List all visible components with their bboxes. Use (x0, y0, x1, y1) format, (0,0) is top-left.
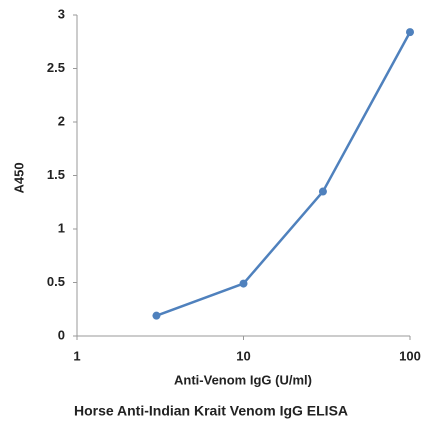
y-tick-label: 3 (58, 6, 65, 21)
y-tick-label: 1 (58, 220, 65, 235)
y-axis-label: A450 (11, 162, 26, 193)
y-tick-label: 2 (58, 113, 65, 128)
x-tick-label: 1 (73, 348, 80, 363)
y-tick-label: 1.5 (47, 167, 65, 182)
marker (239, 279, 248, 288)
marker (318, 187, 327, 196)
chart-title: Horse Anti-Indian Krait Venom IgG ELISA (74, 403, 348, 419)
y-tick-label: 0 (58, 327, 65, 342)
x-tick-label: 100 (399, 348, 421, 363)
x-tick-label: 10 (236, 348, 250, 363)
x-axis-label: Anti-Venom IgG (U/ml) (174, 372, 312, 387)
marker (406, 28, 414, 37)
line (156, 31, 412, 317)
y-tick-label: 2.5 (47, 60, 65, 75)
y-tick-label: 0.5 (47, 274, 65, 289)
marker (152, 311, 161, 320)
